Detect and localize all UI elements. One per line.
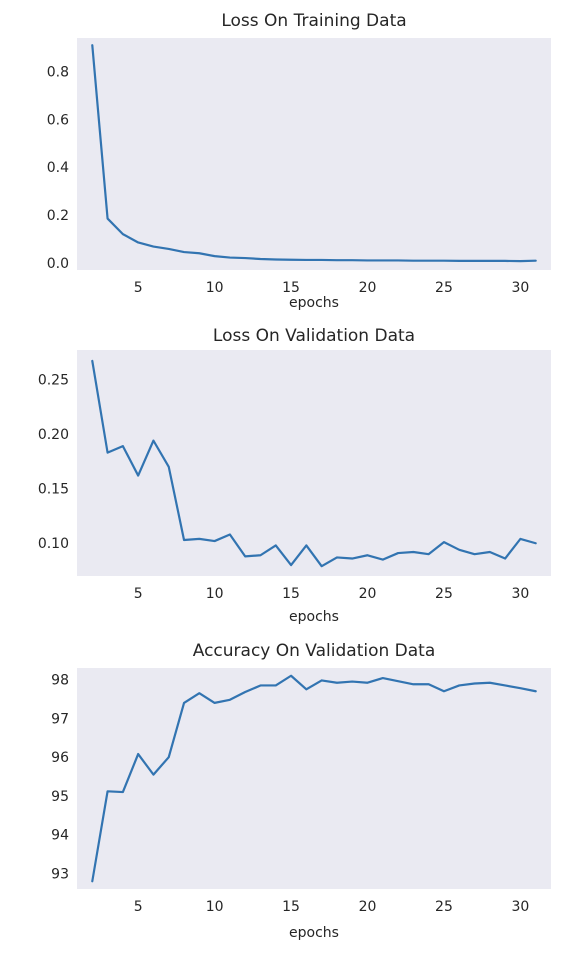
series-line — [91, 359, 537, 568]
x-axis-label: epochs — [289, 295, 339, 311]
series-line — [91, 44, 537, 263]
y-tick-label: 0.20 — [38, 427, 69, 443]
y-tick-label: 97 — [51, 711, 69, 727]
x-axis-label: epochs — [289, 925, 339, 941]
x-tick-label: 20 — [359, 899, 377, 915]
x-tick-label: 20 — [359, 280, 377, 296]
y-tick-label: 0.10 — [38, 536, 69, 552]
x-tick-label: 10 — [206, 586, 224, 602]
plot-area — [77, 350, 551, 576]
x-tick-label: 15 — [282, 280, 300, 296]
plot-area — [77, 668, 551, 889]
y-tick-label: 95 — [51, 789, 69, 805]
y-tick-label: 0.6 — [47, 112, 69, 128]
y-tick-label: 0.0 — [47, 256, 69, 272]
x-tick-label: 5 — [134, 586, 143, 602]
series-line — [91, 674, 537, 883]
x-tick-label: 10 — [206, 280, 224, 296]
y-tick-label: 94 — [51, 828, 69, 844]
x-tick-label: 15 — [282, 586, 300, 602]
x-tick-label: 5 — [134, 899, 143, 915]
y-tick-label: 0.15 — [38, 482, 69, 498]
x-tick-label: 15 — [282, 899, 300, 915]
x-tick-label: 30 — [512, 899, 530, 915]
x-tick-label: 20 — [359, 586, 377, 602]
y-tick-label: 0.4 — [47, 160, 69, 176]
x-tick-label: 25 — [435, 280, 453, 296]
x-tick-label: 30 — [512, 280, 530, 296]
chart-panel-1: Loss On Training Data 0.0 0.2 0.4 0.6 0.8 5 10 1… — [47, 11, 551, 311]
x-tick-label: 25 — [435, 586, 453, 602]
chart-panel-3: Accuracy On Validation Data 93 94 95 96 97 98 5… — [51, 641, 551, 941]
y-tick-label: 0.25 — [38, 372, 69, 388]
x-tick-label: 30 — [512, 586, 530, 602]
chart-title: Accuracy On Validation Data — [193, 641, 436, 661]
y-tick-label: 0.8 — [47, 64, 69, 80]
x-tick-label: 25 — [435, 899, 453, 915]
y-tick-label: 98 — [51, 673, 69, 689]
x-tick-label: 10 — [206, 899, 224, 915]
chart-title: Loss On Training Data — [221, 11, 406, 31]
y-tick-label: 0.2 — [47, 208, 69, 224]
chart-panel-2: Loss On Validation Data 0.10 0.15 0.20 0.25 5… — [38, 326, 551, 625]
x-tick-label: 5 — [134, 280, 143, 296]
plot-area — [77, 38, 551, 270]
y-tick-label: 93 — [51, 866, 69, 882]
x-axis-label: epochs — [289, 609, 339, 625]
y-tick-label: 96 — [51, 750, 69, 766]
chart-title: Loss On Validation Data — [213, 326, 415, 346]
